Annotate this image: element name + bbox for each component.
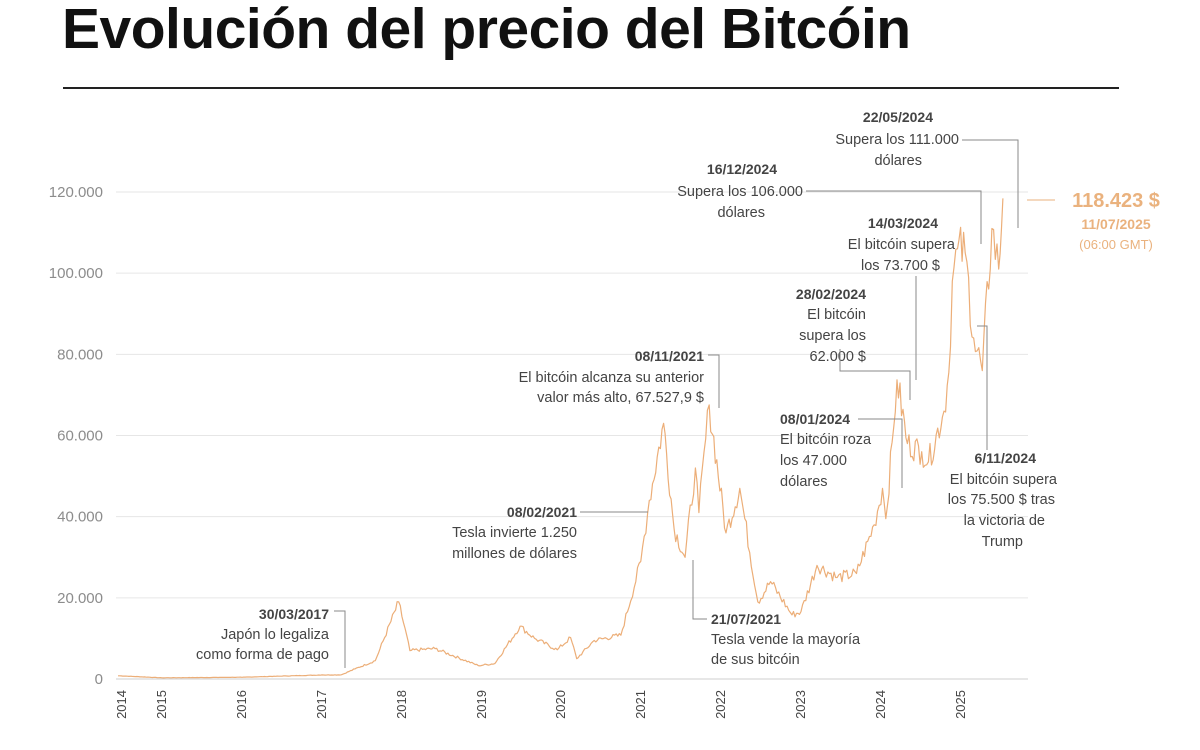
annotation-line: supera los bbox=[799, 328, 866, 344]
annotation-line: de sus bitcóin bbox=[711, 652, 800, 668]
annotation-leader bbox=[708, 354, 720, 408]
x-tick-label: 2023 bbox=[793, 690, 808, 719]
annotation-6-11-2024: 6/11/2024 El bitcóin supera los 75.500 $… bbox=[948, 325, 1058, 550]
annotation-date: 22/05/2024 bbox=[863, 109, 933, 125]
annotation-line: valor más alto, 67.527,9 $ bbox=[537, 390, 704, 406]
x-tick-label: 2025 bbox=[953, 690, 968, 719]
annotation-line: los 75.500 $ tras bbox=[948, 492, 1055, 508]
annotation-line: El bitcóin roza bbox=[780, 432, 872, 448]
annotation-line: Supera los 111.000 bbox=[835, 132, 959, 148]
annotation-08-02-2021: 08/02/2021 Tesla invierte 1.250 millones… bbox=[452, 504, 648, 562]
annotation-line: la victoria de bbox=[964, 513, 1045, 529]
annotation-date: 14/03/2024 bbox=[868, 215, 938, 231]
annotation-30-03-2017: 30/03/2017 Japón lo legaliza como forma … bbox=[196, 606, 346, 668]
annotation-date: 16/12/2024 bbox=[707, 161, 777, 177]
annotation-leader bbox=[962, 139, 1019, 228]
annotation-08-01-2024: 08/01/2024 El bitcóin roza los 47.000 dó… bbox=[780, 411, 903, 490]
annotation-leader bbox=[334, 610, 346, 668]
x-tick-label: 2017 bbox=[314, 690, 329, 719]
annotation-line: como forma de pago bbox=[196, 647, 329, 663]
annotation-line: dólares bbox=[780, 474, 828, 490]
annotation-08-11-2021: 08/11/2021 El bitcóin alcanza su anterio… bbox=[519, 348, 720, 408]
page-title: Evolución del precio del Bitcóin bbox=[62, 0, 911, 61]
annotation-date: 08/02/2021 bbox=[507, 504, 577, 520]
annotation-line: 62.000 $ bbox=[810, 349, 866, 365]
x-tick-label: 2022 bbox=[713, 690, 728, 719]
y-tick-label: 60.000 bbox=[57, 428, 103, 445]
annotation-leader bbox=[839, 349, 911, 400]
last-value-callout: 118.423 $ 11/07/2025 (06:00 GMT) bbox=[1027, 190, 1160, 252]
x-tick-label: 2019 bbox=[474, 690, 489, 719]
y-tick-label: 100.000 bbox=[49, 265, 103, 282]
x-tick-label: 2024 bbox=[873, 690, 888, 719]
annotation-date: 08/01/2024 bbox=[780, 411, 850, 427]
annotation-line: los 73.700 $ bbox=[861, 258, 940, 274]
annotation-date: 08/11/2021 bbox=[635, 348, 705, 364]
x-axis-ticks: 2014 2015 2016 2017 2018 2019 2020 2021 2022 2023… bbox=[114, 690, 968, 719]
x-tick-label: 2016 bbox=[234, 690, 249, 719]
annotation-line: El bitcóin supera bbox=[848, 237, 956, 253]
annotation-line: Tesla invierte 1.250 bbox=[452, 525, 577, 541]
annotation-line: dólares bbox=[717, 205, 765, 221]
annotation-line: millones de dólares bbox=[452, 546, 577, 562]
annotation-21-07-2021: 21/07/2021 Tesla vende la mayoría de sus… bbox=[692, 560, 861, 668]
annotation-line: Supera los 106.000 bbox=[677, 184, 803, 200]
annotation-line: Trump bbox=[982, 534, 1023, 550]
y-tick-label: 0 bbox=[95, 671, 103, 688]
annotation-line: El bitcóin supera bbox=[950, 472, 1058, 488]
last-value-date: 11/07/2025 bbox=[1081, 216, 1151, 232]
annotation-28-02-2024: 28/02/2024 El bitcóin supera los 62.000 … bbox=[796, 286, 911, 400]
annotation-leader bbox=[806, 190, 982, 244]
annotation-16-12-2024: 16/12/2024 Supera los 106.000 dólares bbox=[677, 161, 982, 244]
price-line-layer bbox=[118, 198, 1004, 679]
title-rule bbox=[63, 87, 1119, 89]
y-tick-label: 20.000 bbox=[57, 590, 103, 607]
annotation-date: 30/03/2017 bbox=[259, 606, 329, 622]
x-tick-label: 2020 bbox=[553, 690, 568, 719]
annotation-line: los 47.000 bbox=[780, 453, 847, 469]
x-tick-label: 2014 bbox=[114, 690, 129, 719]
annotation-14-03-2024: 14/03/2024 El bitcóin supera los 73.700 … bbox=[848, 215, 956, 380]
annotation-line: Japón lo legaliza bbox=[221, 627, 330, 643]
x-tick-label: 2021 bbox=[633, 690, 648, 719]
y-tick-label: 80.000 bbox=[57, 346, 103, 363]
annotation-leader bbox=[858, 418, 903, 488]
annotation-date: 28/02/2024 bbox=[796, 286, 866, 302]
x-tick-label: 2018 bbox=[394, 690, 409, 719]
last-value-price: 118.423 $ bbox=[1072, 190, 1160, 212]
annotation-date: 6/11/2024 bbox=[974, 450, 1036, 466]
annotation-line: El bitcóin alcanza su anterior bbox=[519, 370, 705, 386]
price-line bbox=[118, 198, 1004, 679]
annotation-leader bbox=[977, 325, 988, 450]
y-tick-label: 120.000 bbox=[49, 184, 103, 201]
annotation-leader bbox=[692, 560, 707, 620]
last-value-time: (06:00 GMT) bbox=[1079, 237, 1153, 252]
y-axis-ticks: 0 20.000 40.000 60.000 80.000 100.000 120.000 bbox=[49, 184, 103, 688]
annotation-line: Tesla vende la mayoría bbox=[711, 632, 861, 648]
annotation-line: El bitcóin bbox=[807, 307, 866, 323]
y-tick-label: 40.000 bbox=[57, 509, 103, 526]
x-tick-label: 2015 bbox=[154, 690, 169, 719]
annotation-line: dólares bbox=[874, 153, 922, 169]
grid-lines bbox=[116, 191, 1028, 680]
annotation-22-05-2024: 22/05/2024 Supera los 111.000 dólares bbox=[835, 109, 1019, 228]
annotation-date: 21/07/2021 bbox=[711, 611, 781, 627]
